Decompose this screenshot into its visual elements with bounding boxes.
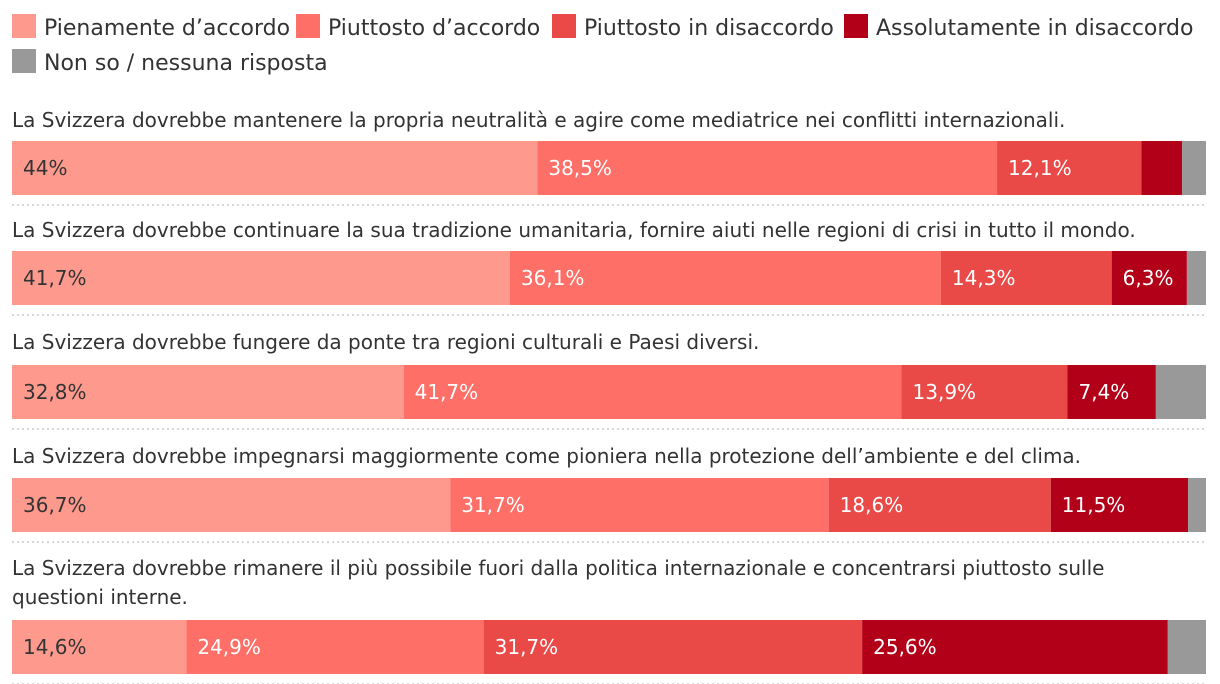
bar-segment-row5-1 bbox=[12, 620, 187, 674]
bar-segment-row3-4 bbox=[1067, 365, 1156, 419]
legend-swatch-4 bbox=[844, 14, 868, 38]
bar-label-row4-1: 36,7% bbox=[23, 493, 87, 517]
bar-label-row2-1: 41,7% bbox=[23, 266, 87, 290]
bar-segment-row1-2 bbox=[537, 141, 998, 195]
bar-label-row2-4: 6,3% bbox=[1123, 266, 1174, 290]
question-label-1: La Svizzera dovrebbe mantenere la propri… bbox=[12, 108, 1065, 132]
question-label-5-line-2: questioni interne. bbox=[12, 585, 188, 609]
bar-segment-row3-1 bbox=[12, 365, 404, 419]
bar-segment-row1-4 bbox=[1141, 141, 1183, 195]
bar-segment-row1-5 bbox=[1182, 141, 1206, 195]
bar-label-row5-4: 25,6% bbox=[873, 635, 937, 659]
legend-swatch-1 bbox=[12, 14, 36, 38]
bar-label-row3-1: 32,8% bbox=[23, 380, 87, 404]
legend-swatch-5 bbox=[12, 49, 36, 73]
bar-label-row3-3: 13,9% bbox=[913, 380, 977, 404]
bar-segment-row5-2 bbox=[186, 620, 484, 674]
bar-label-row5-3: 31,7% bbox=[495, 635, 559, 659]
question-label-2: La Svizzera dovrebbe continuare la sua t… bbox=[12, 218, 1136, 242]
bar-label-row4-3: 18,6% bbox=[840, 493, 904, 517]
bar-segment-row4-4 bbox=[1050, 478, 1189, 532]
bar-label-row1-1: 44% bbox=[23, 156, 67, 180]
bar-label-row5-2: 24,9% bbox=[197, 635, 261, 659]
question-label-4: La Svizzera dovrebbe impegnarsi maggiorm… bbox=[12, 444, 1081, 468]
legend-label-4: Assolutamente in disaccordo bbox=[876, 16, 1193, 41]
bar-segment-row5-5 bbox=[1167, 620, 1206, 674]
bar-label-row2-2: 36,1% bbox=[521, 266, 585, 290]
bar-label-row2-3: 14,3% bbox=[952, 266, 1016, 290]
bar-segment-row5-3 bbox=[483, 620, 863, 674]
bar-segment-row2-3 bbox=[940, 251, 1112, 305]
bar-segment-row2-2 bbox=[509, 251, 941, 305]
question-label-5-line-1: La Svizzera dovrebbe rimanere il più pos… bbox=[12, 556, 1104, 580]
bar-segment-row1-3 bbox=[997, 141, 1142, 195]
legend-label-5: Non so / nessuna risposta bbox=[44, 51, 328, 76]
bar-label-row3-2: 41,7% bbox=[415, 380, 479, 404]
legend-label-1: Pienamente d’accordo bbox=[44, 16, 290, 41]
bar-label-row1-2: 38,5% bbox=[548, 156, 612, 180]
bar-label-row5-1: 14,6% bbox=[23, 635, 87, 659]
question-label-3: La Svizzera dovrebbe fungere da ponte tr… bbox=[12, 330, 759, 354]
bar-label-row4-4: 11,5% bbox=[1062, 493, 1126, 517]
bar-segment-row5-4 bbox=[862, 620, 1168, 674]
bar-label-row1-3: 12,1% bbox=[1008, 156, 1072, 180]
bar-segment-row4-2 bbox=[450, 478, 829, 532]
bar-label-row3-4: 7,4% bbox=[1079, 380, 1130, 404]
bar-segment-row2-5 bbox=[1186, 251, 1206, 305]
bar-segment-row3-2 bbox=[403, 365, 902, 419]
bar-segment-row2-1 bbox=[12, 251, 510, 305]
legend-swatch-3 bbox=[552, 14, 576, 38]
legend-label-2: Piuttosto d’accordo bbox=[328, 16, 540, 41]
bar-segment-row3-5 bbox=[1155, 365, 1206, 419]
bar-segment-row3-3 bbox=[901, 365, 1068, 419]
bar-segment-row1-1 bbox=[12, 141, 538, 195]
bar-segment-row4-5 bbox=[1188, 478, 1206, 532]
legend-swatch-2 bbox=[296, 14, 320, 38]
bar-segment-row2-4 bbox=[1111, 251, 1187, 305]
legend-label-3: Piuttosto in disaccordo bbox=[584, 16, 834, 41]
bar-segment-row4-3 bbox=[828, 478, 1051, 532]
bar-label-row4-2: 31,7% bbox=[461, 493, 525, 517]
bar-segment-row4-1 bbox=[12, 478, 451, 532]
